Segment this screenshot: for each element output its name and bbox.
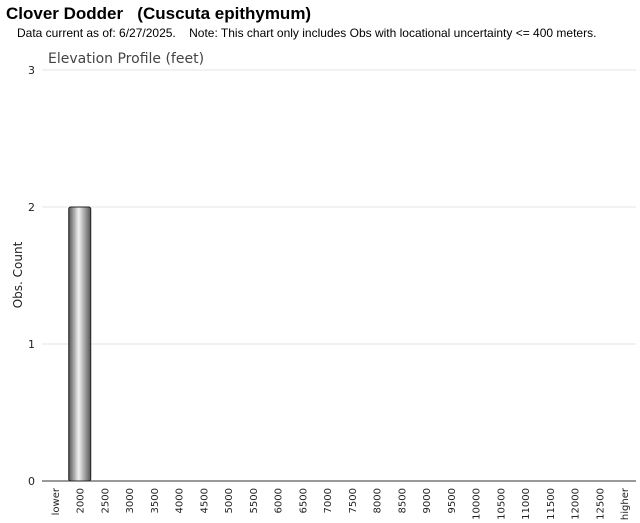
x-tick-label: 3000	[125, 488, 136, 513]
x-tick-label: 2500	[100, 488, 111, 513]
bar-2000	[68, 206, 92, 482]
x-tick-label: 8000	[373, 488, 384, 513]
x-tick-label: 7500	[348, 488, 359, 513]
x-tick-label: 11500	[546, 488, 557, 520]
x-tick-label: higher	[620, 487, 631, 520]
x-tick-label: 3500	[150, 488, 161, 513]
x-tick-label: 10500	[496, 488, 507, 520]
x-tick-label: 4500	[199, 488, 210, 513]
x-tick-label: 10000	[472, 488, 483, 520]
x-tick-label: 9500	[447, 488, 458, 513]
x-tick-label: 12000	[571, 488, 582, 520]
x-tick-label: 7000	[323, 488, 334, 513]
x-tick-label: 6000	[274, 488, 285, 513]
data-note: Data current as of: 6/27/2025. Note: Thi…	[17, 26, 597, 40]
x-tick-label: 6500	[298, 488, 309, 513]
x-tick-label: 5000	[224, 488, 235, 513]
page-title: Clover Dodder (Cuscuta epithymum)	[6, 4, 312, 23]
y-tick-label: 2	[28, 201, 35, 214]
y-axis-label: Obs. Count	[11, 241, 25, 308]
x-tick-label: 8500	[397, 488, 408, 513]
y-tick-label: 0	[28, 475, 35, 488]
x-tick-label: 11000	[521, 488, 532, 520]
x-tick-label: 5500	[249, 488, 260, 513]
x-tick-label: 4000	[175, 488, 186, 513]
x-tick-label: 12500	[595, 488, 606, 520]
y-tick-label: 1	[28, 338, 35, 351]
x-tick-label: 9000	[422, 488, 433, 513]
x-tick-label: 2000	[76, 488, 87, 513]
y-tick-label: 3	[28, 64, 35, 77]
chart-title: Elevation Profile (feet)	[48, 51, 204, 67]
x-tick-label: lower	[51, 487, 62, 515]
